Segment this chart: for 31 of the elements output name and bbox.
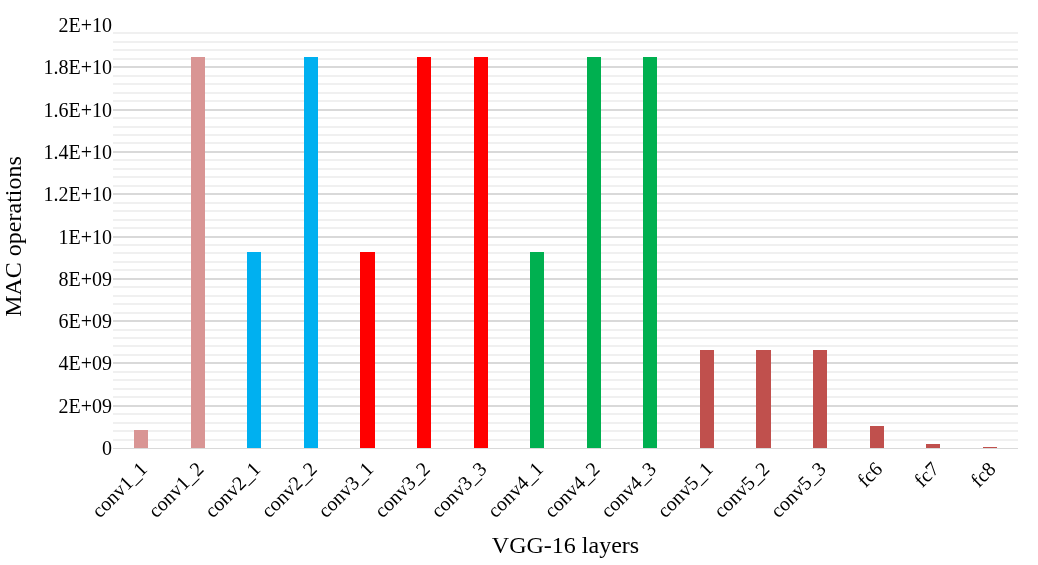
- bar: [530, 252, 544, 448]
- y-tick-label: 2E+10: [58, 14, 112, 36]
- bar: [870, 426, 884, 448]
- x-tick-label: fc7: [909, 457, 944, 491]
- y-axis-title: MAC operations: [0, 156, 26, 317]
- bar: [304, 57, 318, 448]
- y-tick-label: 1.8E+10: [43, 56, 112, 79]
- y-tick-label: 1E+10: [58, 225, 112, 248]
- y-tick-label: 1.2E+10: [43, 183, 112, 206]
- x-tick-label: fc8: [966, 457, 1000, 491]
- y-tick-label: 0: [102, 437, 112, 459]
- y-tick-label: 1.6E+10: [43, 98, 112, 121]
- bar: [587, 57, 601, 448]
- bar: [417, 57, 431, 448]
- bar: [756, 350, 771, 448]
- y-tick-label: 8E+09: [58, 267, 112, 290]
- bar: [813, 350, 827, 448]
- y-tick-label: 4E+09: [58, 352, 112, 375]
- y-tick-label: 6E+09: [58, 310, 112, 333]
- y-tick-label: 2E+09: [58, 394, 112, 417]
- x-axis-title: VGG-16 layers: [491, 531, 640, 558]
- bar: [360, 252, 375, 448]
- bar: [134, 430, 148, 448]
- bar: [191, 57, 205, 448]
- y-tick-label: 1.4E+10: [43, 140, 112, 163]
- bar: [926, 444, 940, 448]
- bar: [643, 57, 657, 448]
- bar: [700, 350, 714, 448]
- bar: [247, 252, 261, 448]
- bar: [474, 57, 488, 448]
- x-tick-label: fc6: [852, 457, 887, 491]
